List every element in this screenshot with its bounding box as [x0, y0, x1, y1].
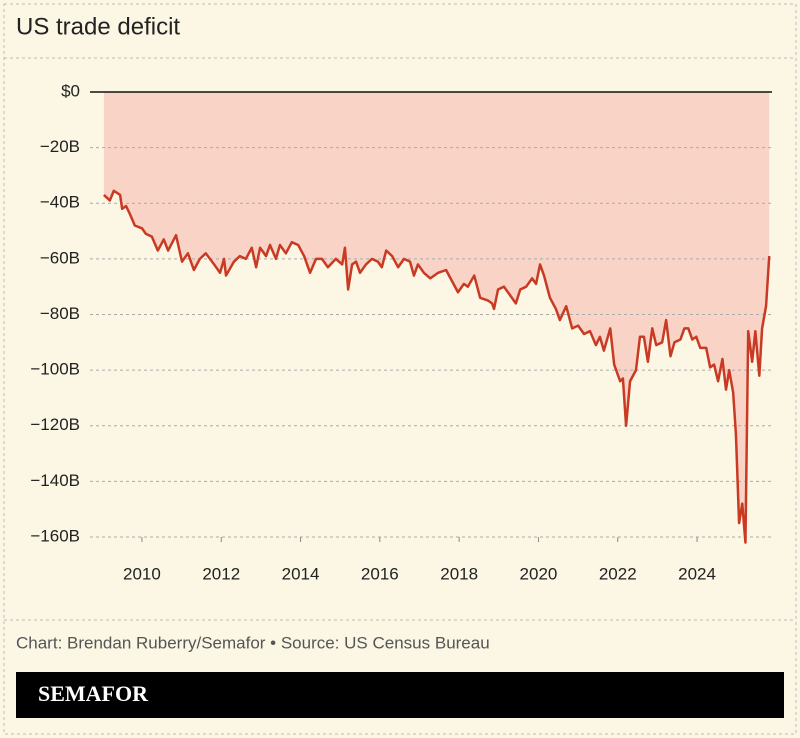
x-tick-label: 2022 [599, 564, 637, 583]
y-tick-label: $0 [61, 81, 80, 100]
y-tick-label: −100B [30, 360, 80, 379]
x-tick-label: 2010 [123, 564, 161, 583]
area [103, 92, 770, 543]
credit: Chart: Brendan Ruberry/Semafor • Source:… [16, 633, 490, 652]
y-tick-label: −80B [40, 304, 80, 323]
brand-bar [16, 672, 784, 718]
x-tick-label: 2016 [361, 564, 399, 583]
chart-title: US trade deficit [16, 13, 180, 40]
x-tick-label: 2012 [202, 564, 240, 583]
y-tick-label: −160B [30, 526, 80, 545]
line [103, 189, 771, 544]
x-tick-label: 2018 [440, 564, 478, 583]
y-tick-label: −140B [30, 471, 80, 490]
y-tick-label: −120B [30, 415, 80, 434]
x-tick-label: 2020 [520, 564, 558, 583]
y-tick-label: −20B [40, 137, 80, 156]
brand: SEMAFOR [38, 681, 149, 706]
y-tick-label: −60B [40, 248, 80, 267]
x-tick-label: 2014 [282, 564, 320, 583]
y-tick-label: −40B [40, 193, 80, 212]
x-tick-label: 2024 [678, 564, 716, 583]
